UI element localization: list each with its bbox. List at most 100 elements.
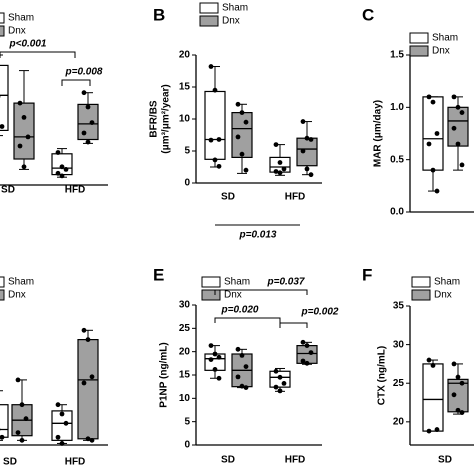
- legend-swatch: [199, 2, 219, 14]
- data-point: [81, 380, 87, 386]
- legend-label: Dnx: [224, 290, 242, 301]
- legend-swatch: [201, 276, 221, 288]
- panel: E 0 5 10 15 20 25 30 P1NP (ng/mL) SD HFD Sham Dnx p=0…: [153, 265, 339, 465]
- data-point: [235, 346, 241, 352]
- data-point: [89, 437, 95, 443]
- data-point: [239, 353, 245, 358]
- y-axis-label: MAR (μm/day): [373, 100, 384, 167]
- p-value: p=0.013: [239, 230, 277, 241]
- box: [51, 153, 73, 176]
- data-point: [81, 327, 87, 333]
- data-point: [235, 134, 241, 140]
- y-axis-label: (μm³/μm²/year): [161, 84, 172, 153]
- legend-swatch: [411, 276, 431, 288]
- data-point: [300, 119, 306, 124]
- data-point: [212, 351, 218, 357]
- x-tick-label: SD: [438, 455, 452, 466]
- data-point: [239, 110, 245, 115]
- legend-label: Dnx: [432, 46, 450, 57]
- legend-label: Sham: [224, 277, 250, 288]
- y-tick-label: 1.0: [390, 102, 404, 113]
- data-point: [451, 125, 457, 131]
- y-tick-label: 1.5: [390, 50, 404, 61]
- box: [422, 363, 444, 432]
- data-point: [55, 150, 61, 155]
- panel: SD HFD Sham Dnx p<0.001 p=0.008: [0, 12, 108, 196]
- legend-label: Dnx: [8, 26, 26, 37]
- data-point: [277, 160, 283, 165]
- box: [0, 404, 9, 438]
- data-point: [281, 381, 287, 386]
- data-point: [300, 339, 306, 345]
- data-point: [55, 402, 61, 408]
- bracket: [0, 51, 76, 58]
- data-point: [212, 367, 218, 372]
- x-tick-label: HFD: [285, 455, 306, 466]
- box: [447, 378, 469, 413]
- y-tick-label: 0.5: [390, 154, 404, 165]
- data-point: [243, 167, 249, 173]
- data-point: [208, 137, 214, 143]
- x-tick-label: SD: [221, 192, 235, 203]
- data-point: [430, 99, 436, 105]
- data-point: [304, 360, 310, 366]
- box: [51, 410, 73, 441]
- data-point: [273, 142, 279, 148]
- panel-letter: F: [362, 265, 372, 284]
- y-tick-label: 5: [184, 146, 190, 157]
- bracket: [214, 289, 308, 295]
- y-tick-label: 10: [179, 114, 191, 125]
- data-point: [17, 143, 23, 149]
- data-point: [308, 350, 314, 355]
- data-point: [85, 139, 91, 145]
- data-point: [273, 384, 279, 390]
- data-point: [21, 164, 27, 170]
- data-point: [63, 167, 69, 172]
- legend-swatch: [0, 276, 5, 288]
- data-point: [59, 164, 65, 170]
- data-point: [81, 130, 87, 136]
- y-tick-label: 5: [184, 416, 190, 427]
- data-point: [21, 115, 27, 120]
- p-value: p=0.037: [267, 277, 305, 288]
- legend-label: Sham: [222, 3, 248, 14]
- panel: F 20 25 30 35 CTX (ng/mL) SD Sham Dnx: [362, 265, 474, 466]
- data-point: [85, 436, 91, 442]
- data-point: [15, 430, 21, 435]
- legend-label: Dnx: [8, 290, 26, 301]
- x-tick-label: HFD: [285, 192, 306, 203]
- data-point: [212, 157, 218, 163]
- data-point: [63, 420, 69, 426]
- p-value: p=0.020: [221, 305, 259, 316]
- data-point: [451, 361, 457, 367]
- box: [77, 339, 99, 440]
- box: [77, 103, 99, 141]
- legend-swatch: [409, 32, 429, 44]
- data-point: [216, 375, 222, 381]
- data-point: [434, 188, 440, 194]
- data-point: [273, 169, 279, 174]
- data-point: [304, 343, 310, 348]
- box: [204, 90, 226, 160]
- x-tick-label: SD: [221, 455, 235, 466]
- data-point: [208, 343, 214, 348]
- y-tick-label: 30: [179, 300, 191, 311]
- y-tick-label: 10: [179, 393, 191, 404]
- legend-label: Sham: [8, 13, 34, 24]
- data-point: [273, 368, 279, 374]
- panel-letter: E: [153, 265, 164, 284]
- data-point: [300, 148, 306, 154]
- y-tick-label: 15: [179, 370, 191, 381]
- box: [447, 106, 469, 147]
- box: [0, 64, 9, 132]
- panel-letter: C: [362, 5, 374, 24]
- data-point: [55, 434, 61, 440]
- x-tick-label: HFD: [65, 185, 86, 196]
- data-point: [426, 428, 432, 434]
- data-point: [15, 377, 21, 383]
- data-point: [19, 402, 25, 408]
- legend-label: Sham: [8, 277, 34, 288]
- data-point: [277, 388, 283, 394]
- legend-swatch: [0, 25, 5, 37]
- legend-swatch: [411, 289, 431, 301]
